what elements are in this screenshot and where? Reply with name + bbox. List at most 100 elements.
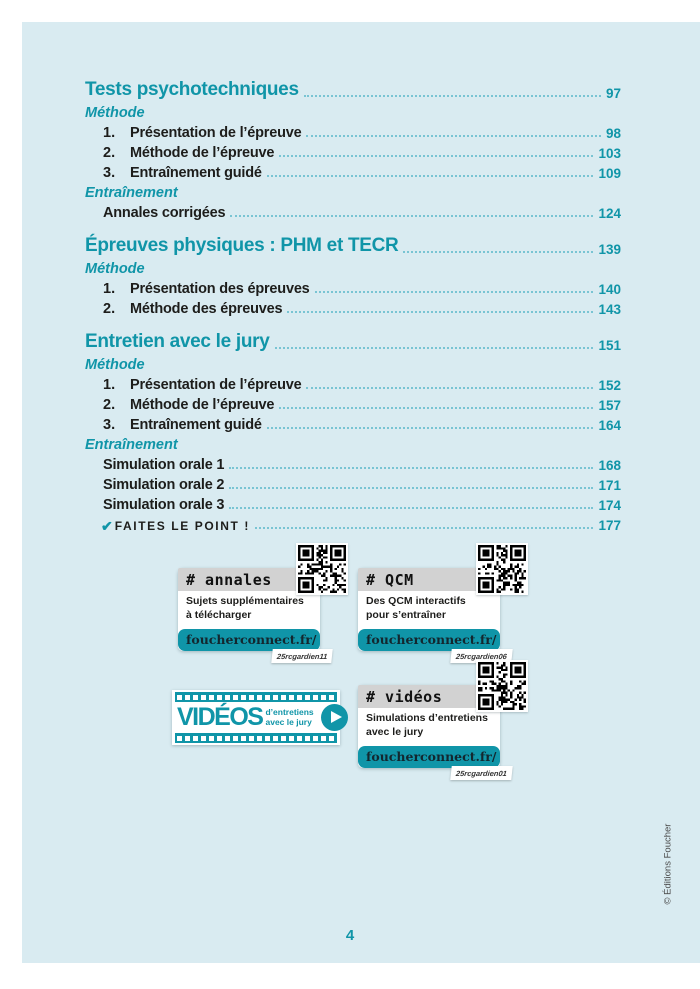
qcm-site-link: foucherconnect.fr/	[358, 629, 500, 652]
toc-page-ref: 168	[598, 458, 621, 473]
toc-row-item: 1. Présentation de l’épreuve 152	[85, 373, 621, 393]
toc-page-ref: 151	[598, 338, 621, 353]
qr-code-icon	[476, 543, 528, 595]
toc-page-ref: 171	[598, 478, 621, 493]
check-icon: ✔	[101, 518, 113, 534]
toc-label: Épreuves physiques : PHM et TECR	[85, 235, 399, 256]
qcm-desc-line2: pour s’entraîner	[366, 608, 446, 621]
toc-item-number: 1.	[103, 125, 116, 141]
toc-label: Entretien avec le jury	[85, 331, 270, 352]
videos-site-link: foucherconnect.fr/	[358, 746, 500, 769]
videos-desc-line1: Simulations d’entretiens	[366, 712, 488, 724]
toc-label: Méthode	[85, 357, 145, 373]
toc-label: Présentation de l’épreuve	[130, 125, 302, 141]
toc-page-ref: 124	[598, 206, 621, 221]
dotted-leader	[266, 427, 594, 429]
dotted-leader	[303, 95, 601, 97]
page-panel: Tests psychotechniques 97 Méthode 1. Présent…	[22, 22, 700, 963]
dotted-leader	[287, 311, 594, 313]
video-badge-sub-line2: avec le jury	[265, 716, 312, 727]
toc-row-item: 1. Présentation de l’épreuve 98	[85, 121, 621, 141]
toc-page-ref: 164	[598, 418, 621, 433]
toc-row-h1: Épreuves physiques : PHM et TECR 139	[85, 230, 621, 257]
toc-item-number: 2.	[103, 145, 116, 161]
copyright-vertical-text: © Éditions Foucher	[662, 823, 674, 905]
widget-qcm: # QCM Des QCM interactifs pour s’entraîn…	[358, 543, 528, 664]
videos-description: Simulations d’entretiens avec le jury	[358, 708, 500, 746]
widget-annales: # annales Sujets supplémentaires à téléc…	[178, 543, 348, 664]
toc-page-ref: 174	[598, 498, 621, 513]
dotted-leader	[279, 407, 594, 409]
toc-item-number: 2.	[103, 397, 116, 413]
toc-page-ref: 152	[598, 378, 621, 393]
dotted-leader	[274, 347, 594, 349]
dotted-leader	[254, 527, 594, 529]
dotted-leader	[230, 215, 594, 217]
toc-item-number: 2.	[103, 301, 116, 317]
toc-page-ref: 143	[598, 302, 621, 317]
dotted-leader	[306, 135, 601, 137]
toc-label: Méthode des épreuves	[130, 301, 283, 317]
dotted-leader	[306, 387, 594, 389]
videos-hash-label: # vidéos	[358, 685, 500, 708]
play-icon	[320, 704, 348, 731]
toc-item-number: 3.	[103, 165, 116, 181]
toc-label: Méthode de l’épreuve	[130, 145, 275, 161]
toc-item-number: 1.	[103, 281, 116, 297]
annales-description: Sujets supplémentaires à télécharger	[178, 591, 320, 629]
annales-desc-line1: Sujets supplémentaires	[186, 595, 304, 607]
dotted-leader	[279, 155, 594, 157]
video-filmstrip-badge: VIDÉOS d’entretiens avec le jury	[172, 690, 348, 745]
annales-desc-line2: à télécharger	[186, 608, 252, 621]
video-badge-title: VIDÉOS	[177, 703, 264, 731]
toc-row-item: 2. Méthode de l’épreuve 103	[85, 141, 621, 161]
filmstrip-perforation-top	[175, 692, 337, 702]
dotted-leader	[314, 291, 594, 293]
videos-access-code: 25rcgardien01	[450, 766, 513, 781]
filmstrip-perforation-bottom	[175, 733, 337, 743]
toc-label: Méthode	[85, 261, 145, 277]
toc-label: Simulation orale 1	[103, 457, 225, 473]
toc-row-sub: Entraînement	[85, 181, 621, 201]
toc-label: Entraînement guidé	[130, 417, 262, 433]
toc-item-number: 3.	[103, 417, 116, 433]
toc-label: Méthode	[85, 105, 145, 121]
toc-row-sub: Méthode	[85, 353, 621, 373]
toc-label: FAITES LE POINT !	[114, 519, 250, 533]
toc-row-item: 2. Méthode des épreuves 143	[85, 297, 621, 317]
toc-row-sub: Méthode	[85, 101, 621, 121]
toc-row-plain: Simulation orale 3 174	[85, 493, 621, 513]
dotted-leader	[403, 251, 594, 253]
toc-row-check: ✔ FAITES LE POINT ! 177	[85, 513, 621, 533]
toc-row-item: 1. Présentation des épreuves 140	[85, 277, 621, 297]
dotted-leader	[229, 507, 594, 509]
toc-page-ref: 140	[598, 282, 621, 297]
toc-page-ref: 97	[605, 86, 621, 101]
dotted-leader	[229, 487, 594, 489]
toc-label: Entraînement guidé	[130, 165, 262, 181]
qcm-desc-line1: Des QCM interactifs	[366, 595, 466, 607]
toc-row-plain: Simulation orale 1 168	[85, 453, 621, 473]
toc-row-h1: Entretien avec le jury 151	[85, 326, 621, 353]
dotted-leader	[229, 467, 594, 469]
annales-site-link: foucherconnect.fr/	[178, 629, 320, 652]
toc-label: Entraînement	[85, 437, 178, 453]
qcm-hash-label: # QCM	[358, 568, 500, 591]
toc-row-plain: Annales corrigées 124	[85, 201, 621, 221]
toc-page-ref: 157	[598, 398, 621, 413]
annales-hash-label: # annales	[178, 568, 320, 591]
video-badge-subtitle: d’entretiens avec le jury	[265, 706, 314, 728]
toc-page-ref: 109	[598, 166, 621, 181]
toc-row-sub: Entraînement	[85, 433, 621, 453]
toc-label: Méthode de l’épreuve	[130, 397, 275, 413]
video-badge-content: VIDÉOS d’entretiens avec le jury	[172, 703, 348, 731]
dotted-leader	[266, 175, 594, 177]
widget-videos: # vidéos Simulations d’entretiens avec l…	[358, 660, 528, 781]
toc-item-number: 1.	[103, 377, 116, 393]
videos-desc-line2: avec le jury	[366, 725, 424, 738]
qr-code-icon	[476, 660, 528, 712]
toc-label: Simulation orale 2	[103, 477, 225, 493]
toc-row-item: 2. Méthode de l’épreuve 157	[85, 393, 621, 413]
video-badge-sub-line1: d’entretiens	[265, 706, 314, 717]
toc-page-ref: 98	[605, 126, 621, 141]
